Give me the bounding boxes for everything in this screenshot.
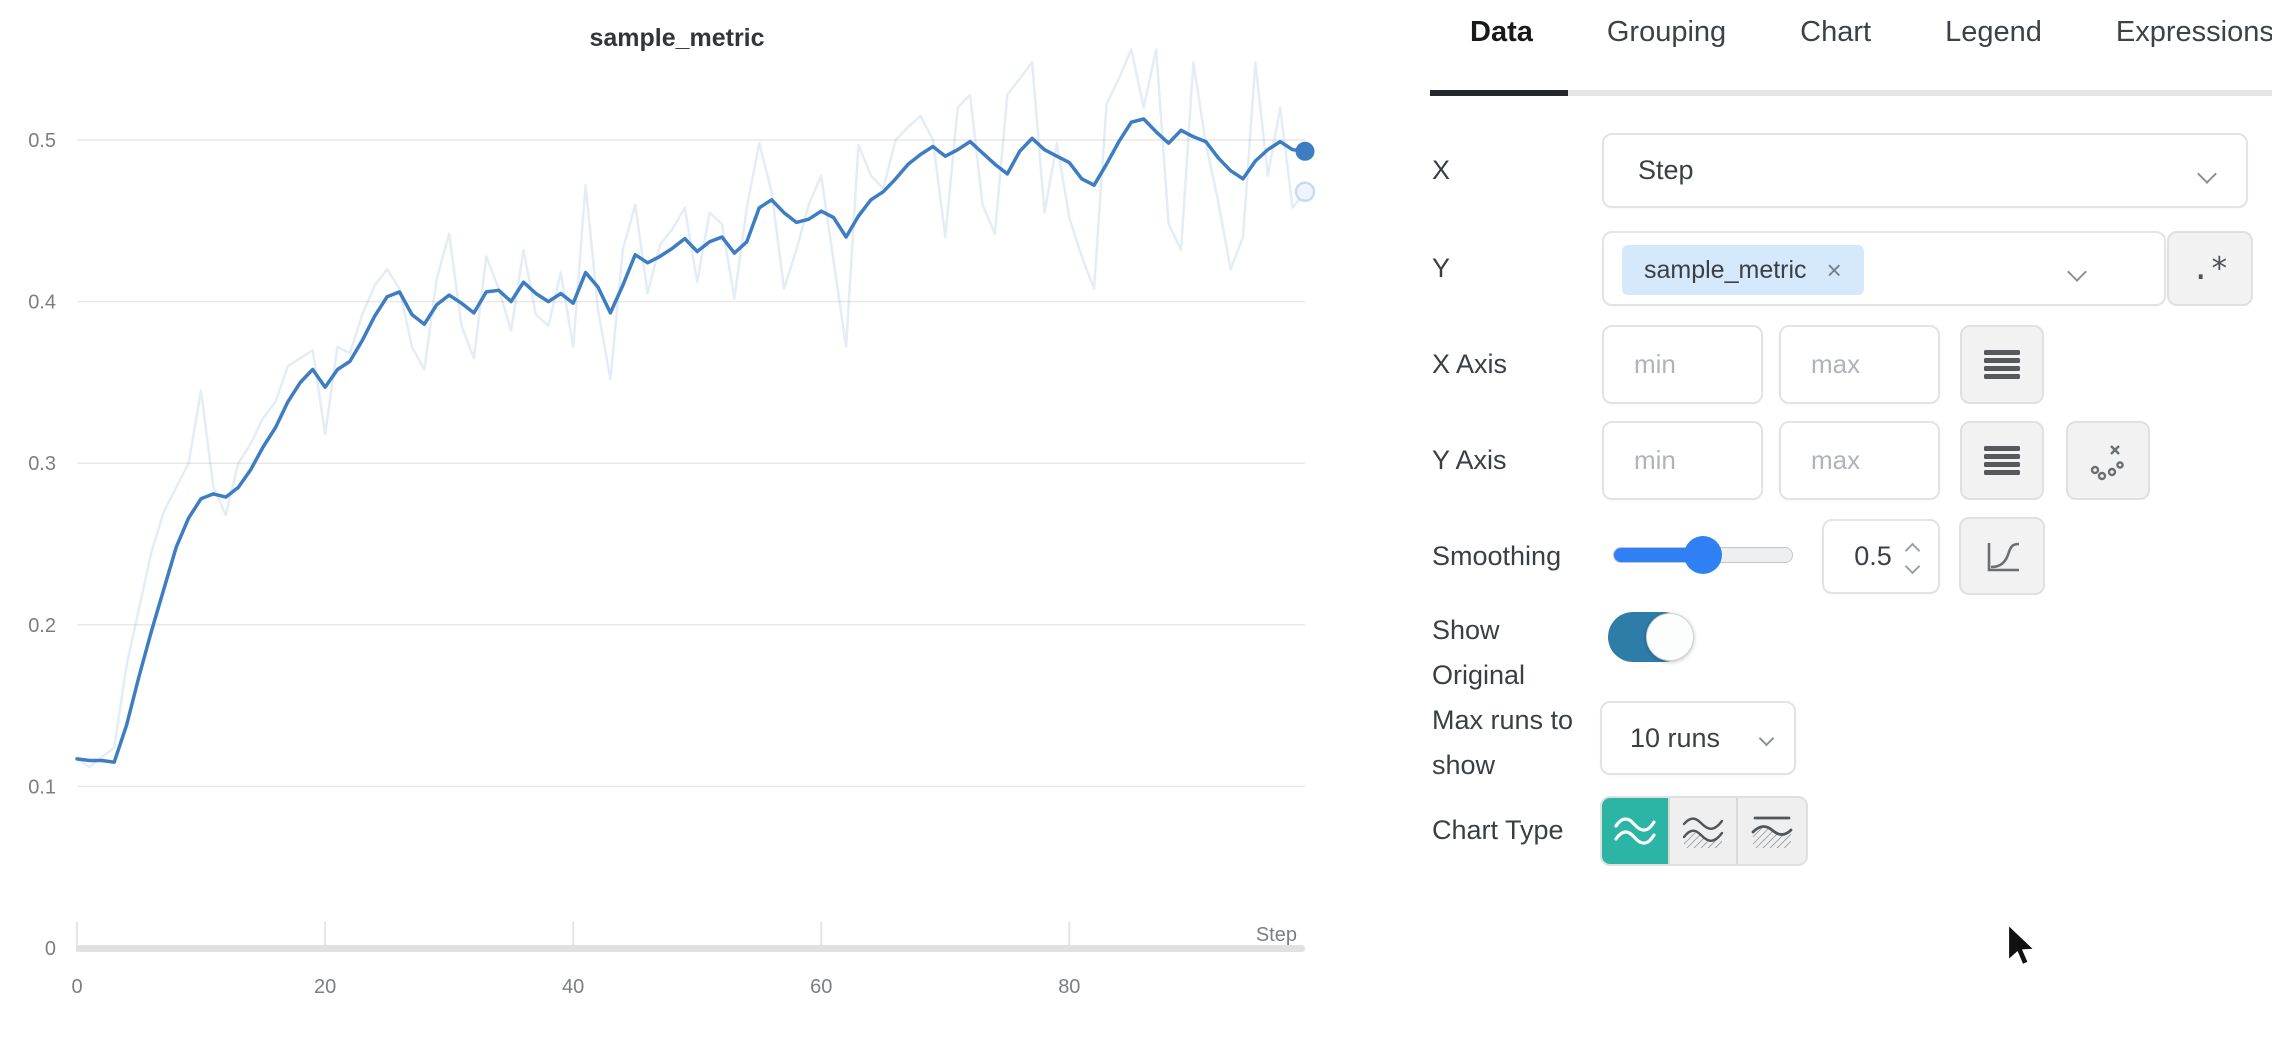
y-axis-range-label: Y Axis (1432, 445, 1507, 475)
tab-chart[interactable]: Chart (1800, 16, 1872, 48)
x-axis-key-value: Step (1638, 155, 1694, 185)
x-axis-key-select[interactable]: Step (1602, 133, 2248, 208)
chart-type-stddev-button[interactable] (1738, 798, 1806, 864)
outliers-scatter-icon (2090, 444, 2124, 480)
chart-type-label: Chart Type (1432, 815, 1564, 845)
metric-chart-panel: sample_metric 0 0.1 0.2 0.3 0.4 0.5 0 20 40 60 80 S… (0, 0, 1430, 1040)
ignore-outliers-button[interactable] (2066, 421, 2150, 500)
line-plot-icon (1614, 817, 1656, 845)
metric-tag[interactable]: sample_metric × (1622, 245, 1864, 295)
ema-curve-icon (1987, 542, 2020, 572)
stepper-down-icon[interactable] (1904, 558, 1921, 575)
show-original-toggle[interactable] (1608, 612, 1694, 662)
chart-type-line-button[interactable] (1602, 798, 1670, 864)
chart-type-minmax-button[interactable] (1670, 798, 1738, 864)
log-scale-lines-icon (1984, 445, 2020, 475)
y-axis-max-input[interactable] (1781, 423, 1938, 498)
smoothing-stepper[interactable] (1904, 521, 1924, 592)
x-axis-max-wrap (1779, 325, 1940, 404)
toggle-knob (1646, 613, 1694, 661)
x-axis-range-label: X Axis (1432, 349, 1508, 379)
x-field-label: X (1432, 155, 1451, 185)
x-axis-min-input[interactable] (1604, 327, 1761, 402)
stepper-up-icon[interactable] (1904, 542, 1921, 559)
show-original-label: Show Original (1432, 615, 1526, 690)
svg-text:0.4: 0.4 (28, 292, 56, 314)
y-axis-min-input[interactable] (1604, 423, 1761, 498)
y-metric-select[interactable]: sample_metric × (1602, 231, 2166, 306)
chart-settings-panel: Data Grouping Chart Legend Expressions X… (1430, 0, 2272, 1040)
tab-bar: Data Grouping Chart Legend Expressions (1430, 0, 2272, 96)
smoothing-label: Smoothing (1432, 541, 1562, 571)
stddev-area-icon (1751, 816, 1793, 848)
x-axis-log-scale-button[interactable] (1960, 325, 2044, 404)
svg-text:80: 80 (1058, 976, 1080, 998)
log-scale-lines-icon (1984, 349, 2020, 379)
y-axis-min-wrap (1602, 421, 1763, 500)
chevron-down-icon (2067, 262, 2087, 282)
tab-expressions[interactable]: Expressions (2115, 16, 2272, 48)
x-axis-max-input[interactable] (1781, 327, 1938, 402)
tab-grouping[interactable]: Grouping (1606, 16, 1727, 48)
tab-underline-active (1430, 90, 1568, 96)
svg-text:20: 20 (314, 976, 336, 998)
svg-text:60: 60 (810, 976, 832, 998)
svg-text:Step: Step (1256, 924, 1297, 946)
regex-toggle-button[interactable]: .* (2167, 231, 2253, 306)
smoothing-slider-handle[interactable] (1684, 536, 1722, 574)
tab-underline-track (1430, 90, 2272, 96)
smoothing-value-input[interactable] (1824, 521, 1938, 592)
smoothing-value-wrap (1822, 519, 1940, 594)
smoothing-slider-fill (1614, 548, 1703, 562)
chart-title: sample_metric (589, 24, 765, 52)
metric-chart-svg[interactable]: 0 0.1 0.2 0.3 0.4 0.5 0 20 40 60 80 Step (0, 0, 1430, 1040)
max-runs-value: 10 runs (1630, 723, 1721, 753)
y-axis-max-wrap (1779, 421, 1940, 500)
svg-text:0.3: 0.3 (28, 453, 56, 475)
chart-type-group (1600, 796, 1808, 866)
remove-metric-icon[interactable]: × (1826, 254, 1842, 285)
svg-text:0.2: 0.2 (28, 615, 56, 637)
svg-text:0.5: 0.5 (28, 130, 56, 152)
smoothing-type-button[interactable] (1959, 517, 2045, 595)
svg-text:40: 40 (562, 976, 584, 998)
tab-data[interactable]: Data (1470, 16, 1533, 48)
minmax-area-icon (1682, 817, 1724, 848)
svg-text:0.1: 0.1 (28, 776, 56, 798)
y-field-label: Y (1432, 253, 1451, 283)
mouse-cursor (2006, 922, 2038, 967)
y-axis-log-scale-button[interactable] (1960, 421, 2044, 500)
max-runs-select[interactable]: 10 runs (1600, 701, 1796, 775)
svg-text:0: 0 (45, 938, 56, 960)
metric-tag-label: sample_metric (1644, 255, 1807, 284)
x-axis-min-wrap (1602, 325, 1763, 404)
svg-text:0: 0 (71, 976, 82, 998)
max-runs-label: Max runs to show (1432, 705, 1574, 780)
tab-legend[interactable]: Legend (1945, 16, 2042, 48)
